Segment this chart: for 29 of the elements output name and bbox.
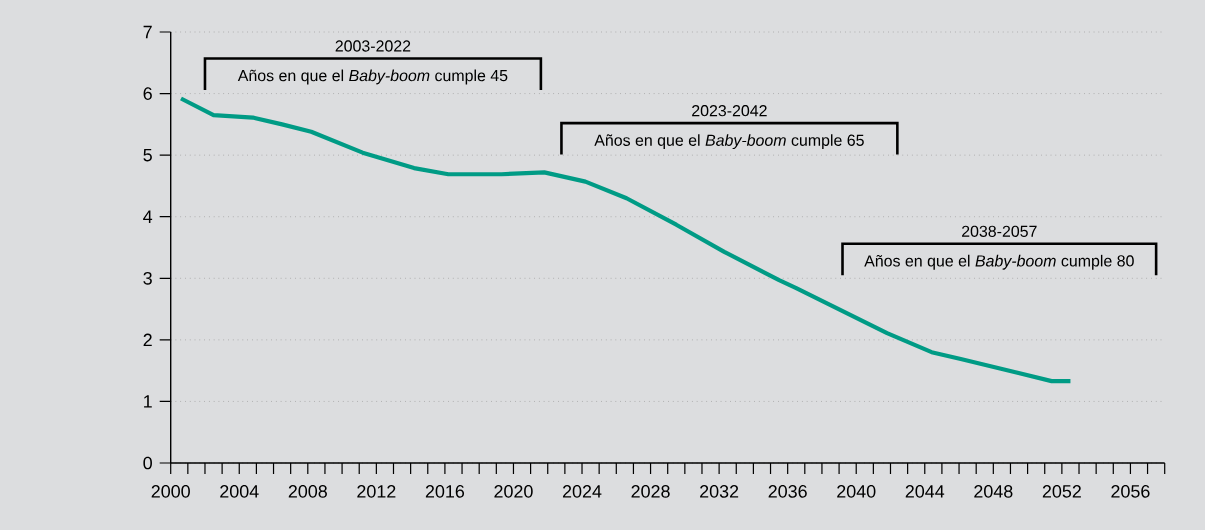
x-tick-label: 2032: [700, 485, 739, 498]
x-tick-label: 2048: [974, 485, 1013, 498]
x-tick-label: 2028: [631, 485, 670, 498]
x-tick-label: 2016: [425, 485, 465, 498]
annotation: 2003-2022: [335, 40, 411, 52]
x-tick-label: 2020: [494, 485, 533, 498]
x-tick-label: 2012: [357, 485, 396, 498]
y-tick-label: 6: [143, 87, 152, 100]
y-tick-label: 4: [143, 210, 153, 223]
x-tick-label: 2052: [1042, 485, 1081, 498]
y-tick-label: 3: [143, 271, 152, 285]
x-tick-label: 2040: [837, 485, 876, 498]
y-tick-label: 2: [143, 333, 152, 347]
x-tick-label: 2008: [288, 485, 327, 498]
annotation: Años en que el Baby-boom cumple 45: [237, 69, 508, 85]
x-tick-label: 2024: [562, 485, 602, 498]
annotation: Años en que el Baby-boom cumple 65: [594, 134, 864, 150]
x-tick-label: 2056: [1111, 485, 1150, 498]
y-tick-label: 5: [143, 148, 152, 162]
x-tick-label: 2000: [151, 485, 190, 498]
y-tick-label: 7: [143, 25, 152, 39]
y-tick-label: 1: [144, 395, 152, 408]
y-tick-label: 0: [143, 456, 152, 470]
annotation: 2038-2057: [962, 225, 1037, 237]
annotation: 2023-2042: [692, 105, 767, 117]
x-tick-label: 2036: [768, 485, 807, 498]
annotation: Años en que el Baby-boom cumple 80: [864, 254, 1134, 270]
x-tick-label: 2004: [220, 485, 259, 498]
x-tick-label: 2044: [905, 485, 945, 498]
